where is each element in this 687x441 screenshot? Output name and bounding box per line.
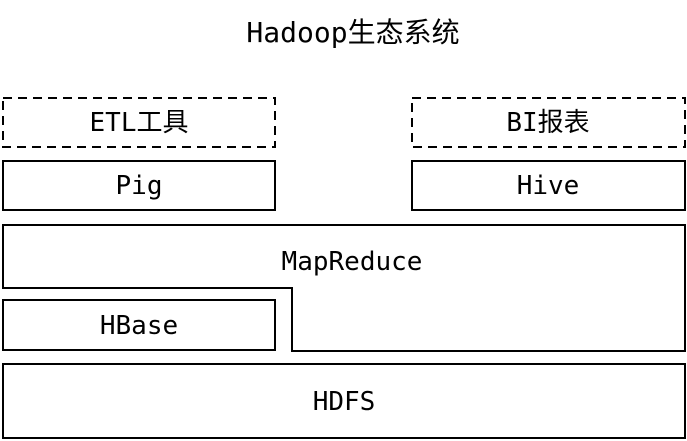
mapreduce-block: MapReduce — [2, 224, 686, 352]
pig-box — [2, 160, 276, 211]
mapreduce-label: MapReduce — [282, 247, 423, 277]
hive-block: Hive — [411, 160, 686, 211]
bi-reports-block: BI报表 — [411, 97, 686, 148]
mapreduce-box — [2, 224, 686, 352]
bi-reports-label: BI报表 — [506, 108, 589, 138]
hdfs-box — [2, 363, 686, 439]
diagram-title: Hadoop生态系统 — [246, 16, 459, 49]
hive-label: Hive — [517, 171, 580, 201]
hive-box — [411, 160, 686, 211]
hbase-label: HBase — [100, 311, 178, 341]
hdfs-label: HDFS — [313, 387, 376, 417]
etl-tools-label: ETL工具 — [90, 108, 189, 138]
hbase-box — [2, 299, 276, 351]
hdfs-block: HDFS — [2, 363, 686, 439]
pig-label: Pig — [116, 171, 163, 201]
etl-tools-box — [2, 97, 276, 148]
pig-block: Pig — [2, 160, 276, 211]
bi-reports-box — [411, 97, 686, 148]
etl-tools-block: ETL工具 — [2, 97, 276, 148]
hbase-block: HBase — [2, 299, 276, 351]
